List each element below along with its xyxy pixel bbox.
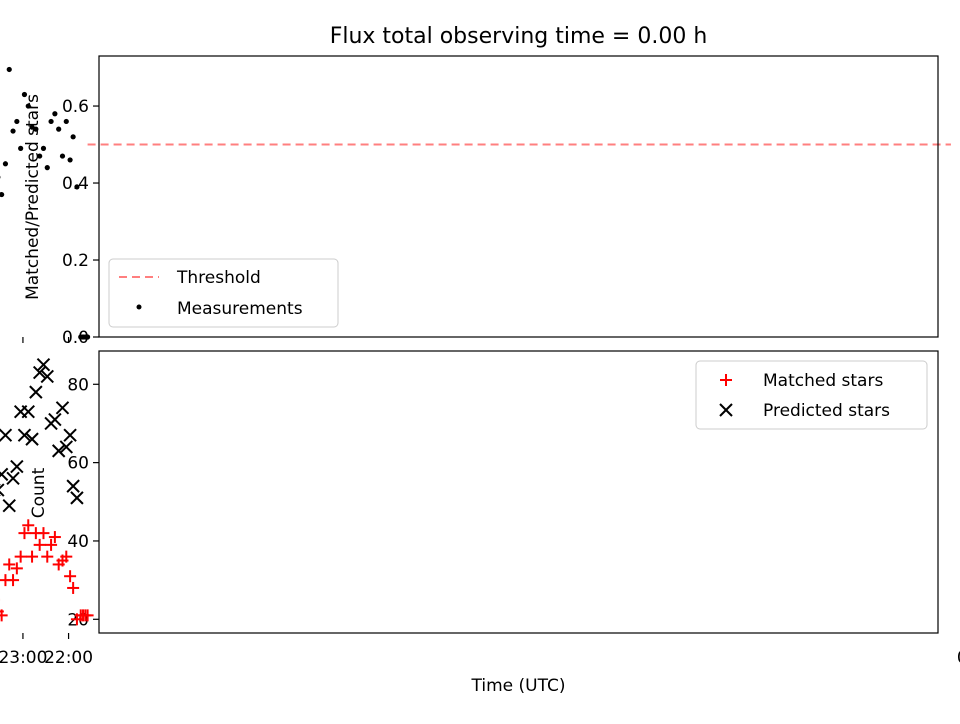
measurement-point [3, 161, 8, 166]
legend-predicted-label: Predicted stars [763, 401, 890, 421]
measurement-point [29, 125, 34, 130]
measurement-point [48, 119, 53, 124]
y-tick-label: 60 [67, 454, 89, 474]
measurement-point [41, 146, 46, 151]
y-tick-label: 0.6 [62, 97, 89, 117]
y-tick-label: 80 [67, 375, 89, 395]
measurement-point [78, 334, 83, 339]
top-legend: Threshold Measurements [109, 259, 338, 327]
measurement-point [67, 157, 72, 162]
y-tick-label: 40 [67, 532, 89, 552]
measurement-point [52, 111, 57, 116]
measurement-point [7, 67, 12, 72]
x-tick-label: 23:00 [0, 648, 47, 668]
measurement-point [60, 153, 65, 158]
measurement-point [71, 134, 76, 139]
measurement-point [37, 153, 42, 158]
measurement-point [22, 92, 27, 97]
x-axis-label: Time (UTC) [471, 676, 566, 696]
measurement-point [10, 128, 15, 133]
legend-matched-label: Matched stars [763, 371, 883, 391]
x-tick-label: 22:00 [44, 648, 93, 668]
measurement-point [45, 165, 50, 170]
measurement-point [14, 119, 19, 124]
legend-measurements-swatch [137, 305, 142, 310]
measurement-point [64, 119, 69, 124]
y-tick-label: 0.2 [62, 251, 89, 271]
bottom-legend: Matched stars Predicted stars [696, 361, 927, 429]
measurement-point [74, 184, 79, 189]
measurement-point [18, 146, 23, 151]
bottom-y-axis-label: Count [29, 467, 49, 518]
legend-threshold-label: Threshold [176, 268, 261, 288]
chart-title: Flux total observing time = 0.00 h [330, 24, 708, 49]
y-tick-label: 0.4 [62, 174, 89, 194]
legend-measurements-label: Measurements [177, 299, 303, 319]
measurement-point [56, 127, 61, 132]
measurement-point [26, 103, 31, 108]
